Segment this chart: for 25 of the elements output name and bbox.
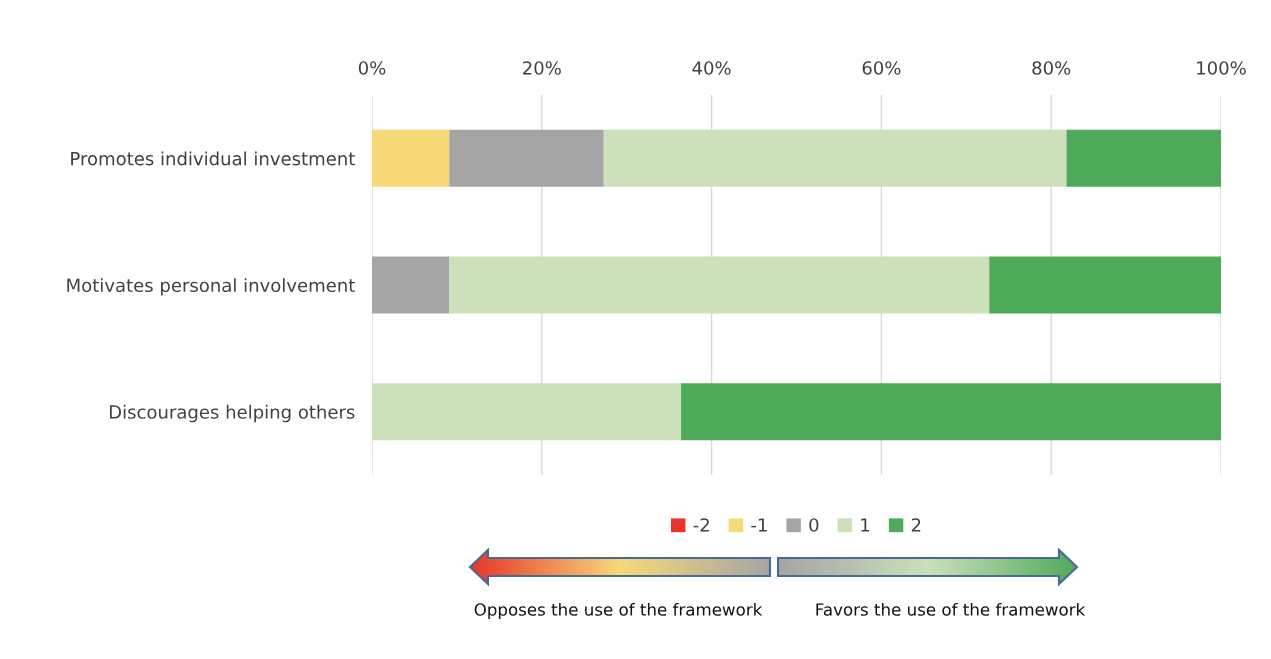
bar — [449, 256, 990, 314]
legend-label: 0 — [809, 518, 819, 532]
bar — [989, 256, 1221, 314]
bar — [372, 256, 450, 314]
bar — [372, 129, 450, 187]
bar — [603, 129, 1067, 187]
x-tick-label: 0% — [358, 61, 386, 75]
y-tick-label: Motivates personal involvement — [67, 278, 355, 296]
y-tick-label: Promotes individual investment — [71, 151, 355, 166]
text: Opposes the use of the framework — [474, 602, 763, 620]
legend-label: 2 — [911, 518, 921, 532]
legend-label: -1 — [751, 518, 767, 532]
legend-label: 1 — [861, 518, 870, 532]
x-tick-label: 80% — [1032, 61, 1071, 75]
bar — [449, 129, 604, 187]
x-tick-label: 40% — [692, 61, 731, 75]
x-tick-label: 60% — [862, 61, 901, 75]
x-tick-label: 100% — [1197, 61, 1246, 75]
x-tick-label: 20% — [523, 61, 561, 75]
bar — [372, 383, 682, 441]
text: Favors the use of the framework — [816, 602, 1086, 616]
bar — [681, 383, 1221, 441]
legend-label: -2 — [693, 518, 709, 532]
bar — [1066, 129, 1221, 187]
y-tick-label: Discourages helping others — [109, 404, 355, 423]
